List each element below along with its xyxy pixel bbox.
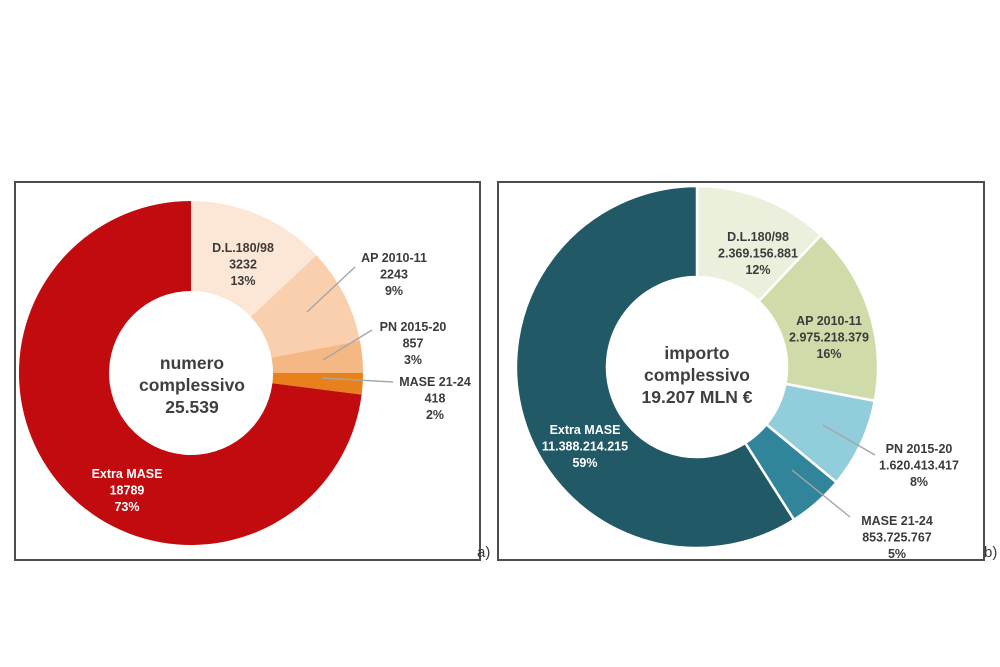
- slice-extra-mase: [514, 184, 796, 550]
- leader-line-mase-21-24: [791, 469, 851, 518]
- leader-line-ap-2010-11: [306, 266, 356, 313]
- slice-extra-mase: [18, 201, 362, 545]
- center-label-a: numero complessivo 25.539: [139, 353, 245, 417]
- label-d-l-180-98: D.L.180/98 2.369.156.881 12%: [718, 230, 798, 277]
- label-pn-2015-20: PN 2015-20 857 3%: [380, 320, 447, 367]
- label-mase-21-24: MASE 21-24 418 2%: [399, 375, 471, 422]
- label-mase-21-24: MASE 21-24 853.725.767 5%: [861, 514, 933, 559]
- donut-chart-numero-complessivo: D.L.180/98 3232 13% AP 2010-11 2243 9% PN 2015…: [18, 201, 471, 545]
- label-extra-mase: Extra MASE 18789 73%: [92, 467, 163, 514]
- leader-line-pn-2015-20: [822, 424, 876, 456]
- leader-line-pn-2015-20: [322, 329, 373, 361]
- slice-ap-2010-11: [757, 233, 880, 403]
- label-ap-2010-11: AP 2010-11 2.975.218.379 16%: [789, 314, 869, 361]
- panel-caption-a: a): [477, 544, 491, 561]
- leader-line-mase-21-24: [321, 377, 394, 383]
- label-extra-mase: Extra MASE 11.388.214.215 59%: [542, 423, 628, 470]
- panel-caption-b: b): [984, 544, 998, 561]
- label-pn-2015-20: PN 2015-20 1.620.413.417 8%: [879, 442, 959, 489]
- chart-panel-a: D.L.180/98 3232 13% AP 2010-11 2243 9% PN 2015…: [14, 181, 481, 561]
- slice-d-l-180-98: [191, 201, 317, 317]
- label-ap-2010-11: AP 2010-11 2243 9%: [361, 251, 427, 298]
- label-d-l-180-98: D.L.180/98 3232 13%: [212, 241, 274, 288]
- slice-ap-2010-11: [250, 255, 360, 358]
- donut-chart-importo-complessivo: D.L.180/98 2.369.156.881 12% AP 2010-11 2.97…: [514, 184, 959, 559]
- chart-panel-b: D.L.180/98 2.369.156.881 12% AP 2010-11 2.97…: [497, 181, 985, 561]
- center-label-b: importo complessivo 19.207 MLN €: [642, 343, 753, 407]
